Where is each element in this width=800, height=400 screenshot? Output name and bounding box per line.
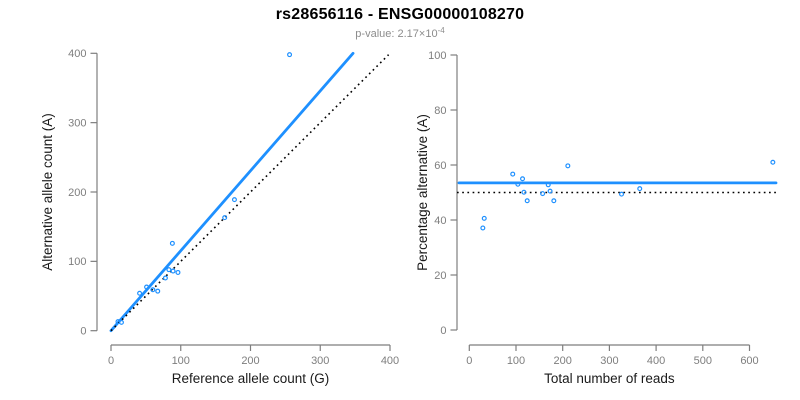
y-tick-label: 200 (68, 187, 86, 199)
x-tick-label: 200 (241, 355, 259, 367)
y-tick-label: 60 (434, 160, 446, 172)
data-point (166, 267, 172, 273)
data-point (169, 240, 175, 246)
x-tick-label: 0 (466, 355, 472, 367)
y-axis-title: Percentage alternative (A) (415, 114, 430, 271)
x-tick-label: 0 (108, 355, 114, 367)
figure-subtitle: p-value: 2.17×10-4 (0, 26, 800, 40)
data-point (155, 288, 161, 294)
y-tick-label: 300 (68, 117, 86, 129)
pvalue-label: p-value: 2.17×10 (355, 28, 438, 40)
y-tick-label: 100 (68, 256, 86, 268)
data-point (515, 181, 521, 187)
y-tick-label: 40 (434, 215, 446, 227)
data-point (545, 182, 551, 188)
x-tick-label: 500 (694, 355, 712, 367)
x-tick-label: 100 (172, 355, 190, 367)
data-point (547, 188, 553, 194)
data-point (170, 268, 176, 274)
pvalue-exponent: -4 (437, 26, 445, 35)
x-tick-label: 200 (554, 355, 572, 367)
x-tick-label: 400 (381, 355, 399, 367)
y-tick-label: 0 (80, 326, 86, 338)
data-point (637, 186, 643, 192)
x-tick-label: 300 (600, 355, 618, 367)
y-tick-label: 400 (68, 48, 86, 60)
data-point (118, 319, 124, 325)
y-tick-label: 100 (428, 50, 446, 62)
data-point (481, 215, 487, 221)
data-point (520, 176, 526, 182)
data-point (162, 275, 168, 281)
data-point (137, 290, 143, 296)
percentage-vs-reads-scatter: 0 20 40 60 80 100 0 100 200 300 400 500 600 Total num… (415, 50, 778, 386)
data-point (551, 198, 557, 204)
y-axis-title: Alternative allele count (A) (40, 113, 55, 271)
data-point (770, 159, 776, 165)
data-point (510, 171, 516, 177)
data-point (524, 198, 530, 204)
allele-count-scatter: 0 100 200 300 400 0 100 200 300 400 Reference alle… (40, 48, 399, 386)
x-tick-label: 100 (507, 355, 525, 367)
data-point (619, 191, 625, 197)
data-point (287, 52, 293, 58)
fitted-line (109, 51, 355, 333)
data-point (222, 215, 228, 221)
x-axis-title: Reference allele count (G) (172, 371, 330, 386)
x-tick-label: 600 (740, 355, 758, 367)
y-tick-label: 0 (440, 325, 446, 337)
x-axis-title: Total number of reads (544, 371, 675, 386)
identity-line (110, 54, 390, 332)
data-point (521, 189, 527, 195)
y-tick-label: 20 (434, 270, 446, 282)
data-point (540, 191, 546, 197)
y-tick-label: 80 (434, 105, 446, 117)
data-point (565, 163, 571, 169)
data-point (175, 269, 181, 275)
data-point (144, 284, 150, 290)
x-tick-label: 300 (311, 355, 329, 367)
data-point (480, 225, 486, 231)
data-point (150, 287, 156, 293)
data-point (231, 197, 237, 203)
x-tick-label: 400 (647, 355, 665, 367)
figure-title: rs28656116 - ENSG00000108270 (275, 6, 525, 23)
